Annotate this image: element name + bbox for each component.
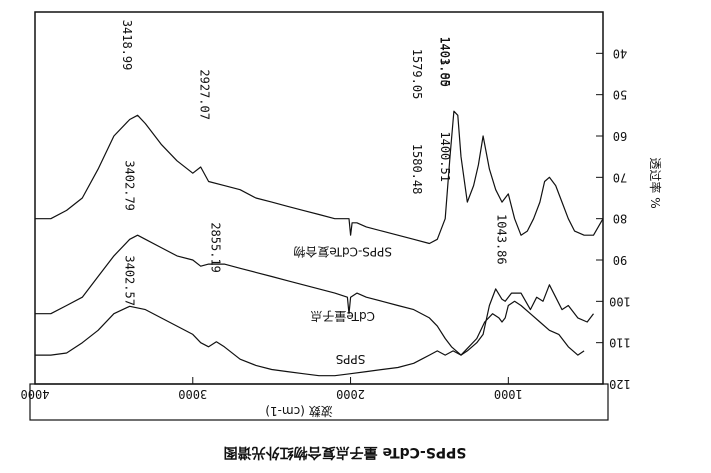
y-tick-label: 40 (613, 46, 627, 60)
x-axis-title: 波数 (cm-1) (265, 404, 332, 419)
figure-caption: SPPS-CdTe 量子点复合物红外光谱图 (224, 444, 467, 461)
y-tick-label: 110 (609, 336, 631, 350)
peak-label: 1043.86 (495, 214, 509, 265)
peak-label: 3402.79 (122, 160, 136, 211)
peak-label: 3418.99 (120, 20, 134, 71)
y-tick-label: 70 (613, 170, 627, 184)
peak-label: 1579.05 (410, 49, 424, 100)
peak-label: 3402.57 (122, 255, 136, 306)
peak-label: 1403.00 (438, 36, 452, 87)
series-line-1 (35, 234, 594, 356)
series-name-label: CdTe量子点 (310, 309, 375, 323)
plot-frame-bottom-band (29, 383, 609, 421)
series-line-2 (35, 110, 604, 245)
peak-label: 1400.51 (438, 131, 452, 182)
x-tick-label: 4000 (21, 387, 50, 401)
y-tick-label: 50 (613, 88, 627, 102)
peak-label: 1580.48 (410, 144, 424, 195)
peak-label: 2927.07 (197, 69, 211, 120)
series-name-label: SPPS (336, 352, 366, 366)
y-tick-label: 80 (613, 212, 627, 226)
series-layer (35, 110, 604, 377)
y-axis-title: 透过率 % (648, 157, 663, 208)
y-tick-label: 90 (613, 253, 627, 267)
x-tick-label: 2000 (336, 387, 365, 401)
y-tick-label: 60 (613, 129, 627, 143)
x-tick-label: 1000 (494, 387, 523, 401)
y-tick-label: 120 (609, 377, 631, 391)
peak-label: 1401.85 (438, 36, 452, 87)
series-name-label: SPPS-CdTe复合物 (293, 245, 392, 260)
peak-label: 2855.19 (209, 222, 223, 273)
series-line-0 (35, 300, 585, 377)
y-tick-label: 100 (609, 294, 631, 308)
x-tick-label: 3000 (178, 387, 207, 401)
axis-layer: 40 50 60 70 80 90 100 110 120 1000 2000 3000 4000 (21, 46, 631, 401)
